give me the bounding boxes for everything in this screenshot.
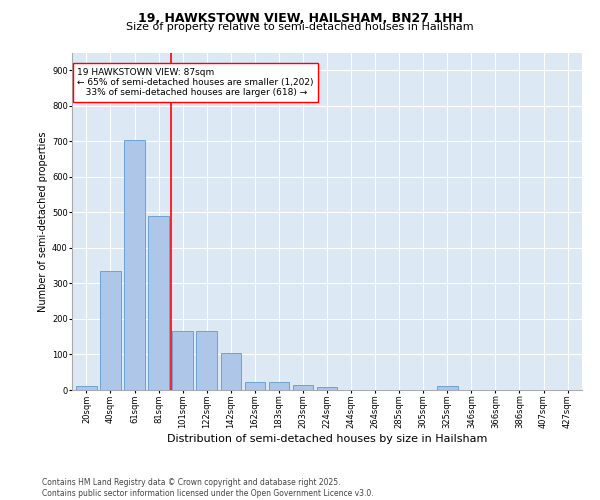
Bar bbox=[293, 385, 313, 390]
Bar bbox=[317, 387, 337, 390]
Bar bbox=[437, 386, 458, 390]
Text: 19 HAWKSTOWN VIEW: 87sqm
← 65% of semi-detached houses are smaller (1,202)
   33: 19 HAWKSTOWN VIEW: 87sqm ← 65% of semi-d… bbox=[77, 68, 314, 98]
Text: Contains HM Land Registry data © Crown copyright and database right 2025.
Contai: Contains HM Land Registry data © Crown c… bbox=[42, 478, 374, 498]
Bar bbox=[221, 352, 241, 390]
Bar bbox=[269, 382, 289, 390]
X-axis label: Distribution of semi-detached houses by size in Hailsham: Distribution of semi-detached houses by … bbox=[167, 434, 487, 444]
Y-axis label: Number of semi-detached properties: Number of semi-detached properties bbox=[38, 131, 48, 312]
Bar bbox=[100, 271, 121, 390]
Bar bbox=[124, 140, 145, 390]
Text: 19, HAWKSTOWN VIEW, HAILSHAM, BN27 1HH: 19, HAWKSTOWN VIEW, HAILSHAM, BN27 1HH bbox=[137, 12, 463, 26]
Bar bbox=[196, 332, 217, 390]
Bar bbox=[148, 216, 169, 390]
Bar bbox=[172, 332, 193, 390]
Bar bbox=[76, 386, 97, 390]
Text: Size of property relative to semi-detached houses in Hailsham: Size of property relative to semi-detach… bbox=[126, 22, 474, 32]
Bar bbox=[245, 382, 265, 390]
